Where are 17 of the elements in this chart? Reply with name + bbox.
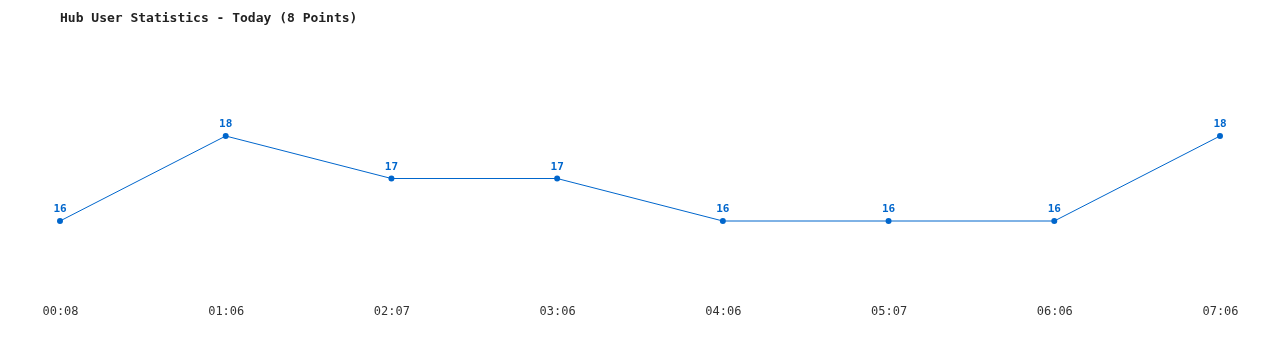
data-label: 18: [1213, 117, 1227, 130]
data-label: 16: [716, 202, 730, 215]
data-label: 18: [219, 117, 233, 130]
x-tick-label: 01:06: [208, 303, 245, 318]
x-tick-label: 05:07: [871, 303, 908, 318]
data-label: 17: [384, 159, 399, 173]
x-tick-label: 03:06: [539, 303, 576, 318]
x-tick-label: 02:07: [373, 303, 410, 318]
data-label: 16: [53, 202, 67, 215]
x-tick-label: 00:08: [42, 303, 79, 318]
chart-title: Hub User Statistics - Today (8 Points): [60, 10, 358, 25]
data-label: 17: [550, 159, 564, 173]
data-label: 16: [1047, 202, 1062, 215]
x-tick-label: 07:06: [1202, 303, 1239, 318]
x-tick-label: 06:06: [1036, 303, 1073, 318]
x-tick-label: 04:06: [705, 303, 742, 318]
data-label: 16: [881, 202, 896, 215]
